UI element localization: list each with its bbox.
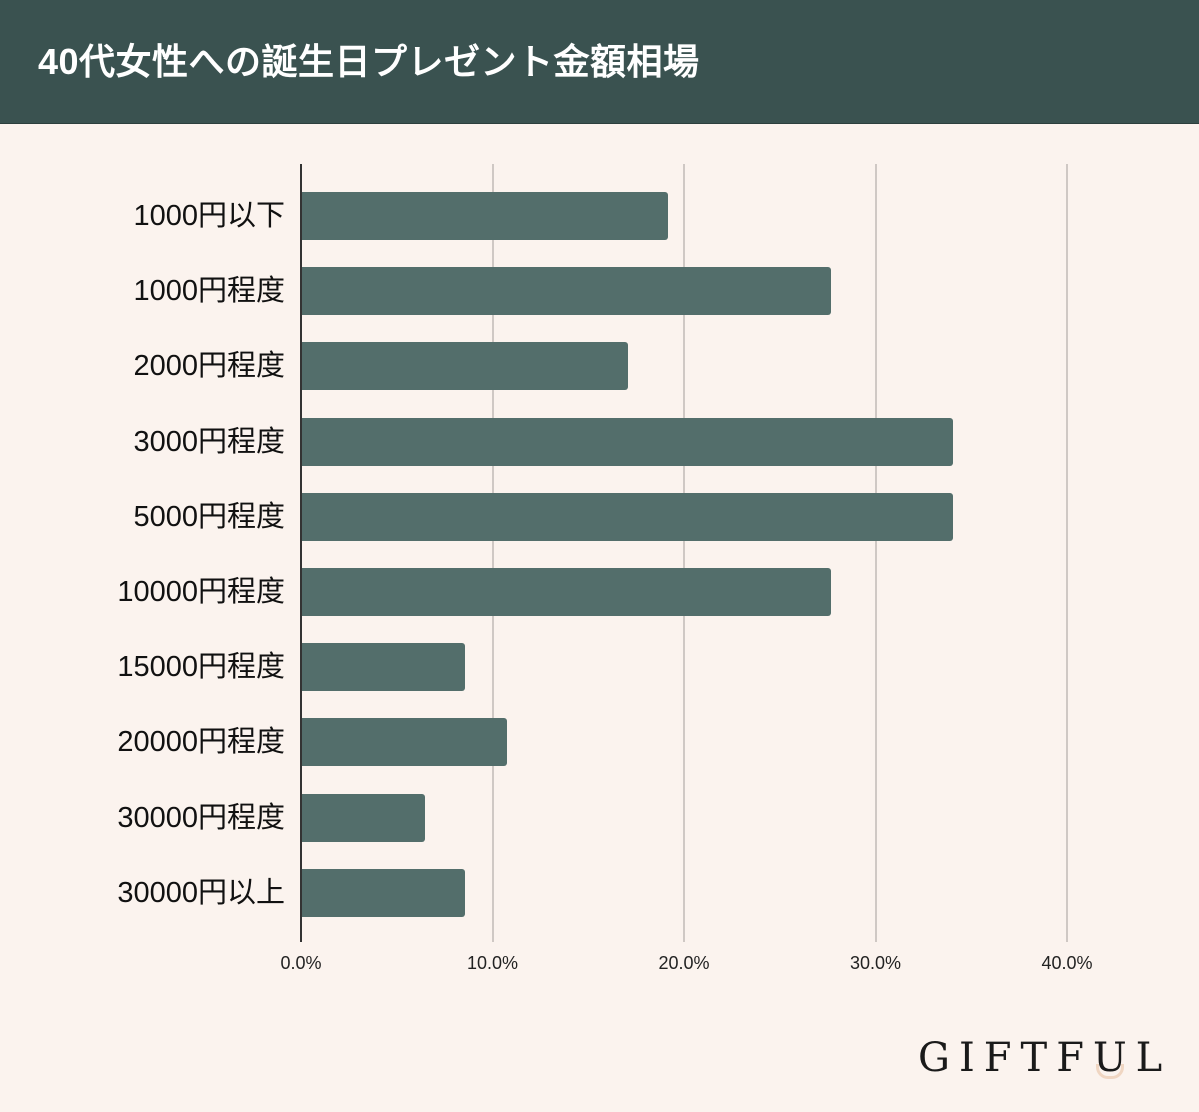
bar <box>302 342 628 391</box>
category-label: 30000円以上 <box>117 876 285 909</box>
bar <box>302 868 465 917</box>
category-label: 1000円以下 <box>133 200 285 232</box>
category-label: 15000円程度 <box>117 651 285 684</box>
chart-title: 40代女性への誕生日プレゼント金額相場 <box>38 41 700 82</box>
header-bar: 40代女性への誕生日プレゼント金額相場 <box>0 0 1199 124</box>
bar <box>302 568 831 616</box>
bar <box>302 192 668 240</box>
bar <box>302 417 954 466</box>
x-tick-label: 10.0% <box>466 953 519 973</box>
category-label: 10000円程度 <box>117 576 285 608</box>
x-tick-label: 30.0% <box>849 953 902 973</box>
category-label: 30000円程度 <box>117 801 285 834</box>
x-tick-label: 0.0% <box>280 953 322 973</box>
bar <box>302 643 465 692</box>
x-tick-label: 40.0% <box>1041 953 1093 973</box>
bar <box>302 492 954 541</box>
category-label: 3000円程度 <box>133 425 285 458</box>
x-tick-label: 20.0% <box>658 953 710 973</box>
y-axis-line <box>300 164 302 942</box>
bar <box>302 793 425 842</box>
bar <box>302 718 507 767</box>
category-label: 2000円程度 <box>133 350 285 383</box>
gridline <box>1066 164 1068 942</box>
gridline <box>491 164 494 942</box>
gridline <box>874 164 877 942</box>
category-label: 1000円程度 <box>133 275 285 308</box>
gridline <box>683 164 685 942</box>
bar <box>302 267 831 316</box>
category-label: 5000円程度 <box>133 500 285 533</box>
giftful-logo: GIFTFUL <box>918 1035 1172 1081</box>
category-label: 20000円程度 <box>117 726 285 759</box>
